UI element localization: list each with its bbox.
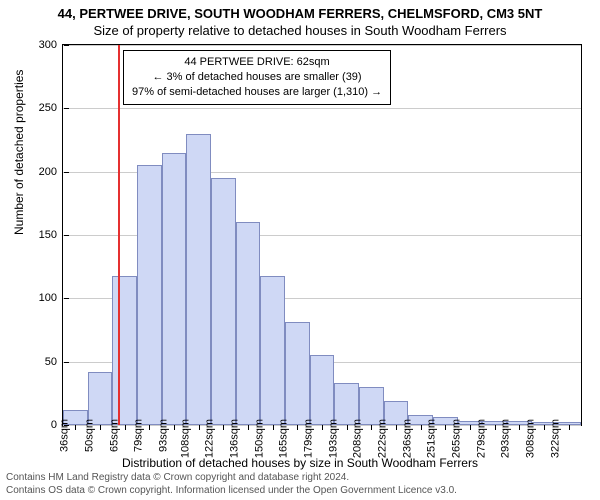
x-tick-label: 165sqm: [278, 419, 290, 458]
x-tick-label: 122sqm: [204, 419, 216, 458]
copyright-notice: Contains HM Land Registry data © Crown c…: [6, 472, 457, 497]
histogram-bar: [285, 322, 310, 425]
x-tick-label: 150sqm: [253, 419, 265, 458]
x-tick-mark: [371, 425, 372, 430]
x-tick-mark: [347, 425, 348, 430]
x-tick-mark: [223, 425, 224, 430]
y-tick-label: 200: [39, 166, 63, 178]
reference-line: [118, 45, 120, 425]
x-tick-mark: [149, 425, 150, 430]
y-tick-label: 100: [39, 292, 63, 304]
x-tick-mark: [544, 425, 545, 430]
copyright-line: Contains HM Land Registry data © Crown c…: [6, 472, 457, 485]
x-tick-label: 308sqm: [524, 419, 536, 458]
x-tick-label: 108sqm: [179, 419, 191, 458]
histogram-bar: [186, 134, 211, 425]
x-tick-label: 279sqm: [475, 419, 487, 458]
x-tick-mark: [396, 425, 397, 430]
x-tick-mark: [322, 425, 323, 430]
x-tick-label: 193sqm: [327, 419, 339, 458]
annotation-line: ← 3% of detached houses are smaller (39): [132, 70, 382, 85]
histogram-bar: [137, 165, 162, 425]
x-tick-mark: [519, 425, 520, 430]
x-tick-mark: [569, 425, 570, 430]
histogram-bar: [162, 153, 187, 425]
page-subtitle: Size of property relative to detached ho…: [0, 23, 600, 38]
histogram-bar: [236, 222, 261, 425]
x-tick-mark: [199, 425, 200, 430]
x-tick-mark: [297, 425, 298, 430]
histogram-bar: [260, 276, 285, 425]
y-tick-label: 150: [39, 229, 63, 241]
gridline: [63, 45, 581, 46]
x-tick-label: 136sqm: [228, 419, 240, 458]
page-title: 44, PERTWEE DRIVE, SOUTH WOODHAM FERRERS…: [0, 6, 600, 21]
x-tick-mark: [100, 425, 101, 430]
x-tick-mark: [445, 425, 446, 430]
x-tick-mark: [174, 425, 175, 430]
x-tick-label: 293sqm: [500, 419, 512, 458]
histogram-bar: [310, 355, 335, 425]
copyright-line: Contains OS data © Crown copyright. Info…: [6, 485, 457, 498]
y-tick-label: 50: [45, 356, 63, 368]
x-tick-label: 251sqm: [426, 419, 438, 458]
annotation-line: 97% of semi-detached houses are larger (…: [132, 85, 382, 100]
x-tick-mark: [75, 425, 76, 430]
x-tick-label: 222sqm: [376, 419, 388, 458]
y-tick-label: 300: [39, 39, 63, 51]
x-tick-mark: [421, 425, 422, 430]
x-tick-label: 36sqm: [59, 419, 71, 452]
y-tick-label: 250: [39, 102, 63, 114]
histogram-bar: [88, 372, 113, 425]
x-tick-mark: [273, 425, 274, 430]
x-tick-mark: [248, 425, 249, 430]
gridline: [63, 108, 581, 109]
x-tick-mark: [470, 425, 471, 430]
x-tick-label: 179sqm: [302, 419, 314, 458]
chart-plot-area: 05010015020025030036sqm50sqm65sqm79sqm93…: [62, 44, 582, 426]
histogram-bar: [211, 178, 236, 425]
x-tick-mark: [125, 425, 126, 430]
annotation-box: 44 PERTWEE DRIVE: 62sqm ← 3% of detached…: [123, 50, 391, 105]
annotation-line: 44 PERTWEE DRIVE: 62sqm: [132, 55, 382, 70]
x-tick-label: 265sqm: [450, 419, 462, 458]
x-tick-label: 322sqm: [549, 419, 561, 458]
y-axis-label: Number of detached properties: [12, 70, 26, 235]
x-tick-label: 208sqm: [352, 419, 364, 458]
x-tick-label: 50sqm: [83, 419, 95, 452]
histogram-bar: [112, 276, 137, 425]
x-tick-mark: [495, 425, 496, 430]
x-tick-label: 79sqm: [133, 419, 145, 452]
x-tick-label: 93sqm: [157, 419, 169, 452]
x-axis-label: Distribution of detached houses by size …: [0, 456, 600, 470]
x-tick-label: 236sqm: [401, 419, 413, 458]
